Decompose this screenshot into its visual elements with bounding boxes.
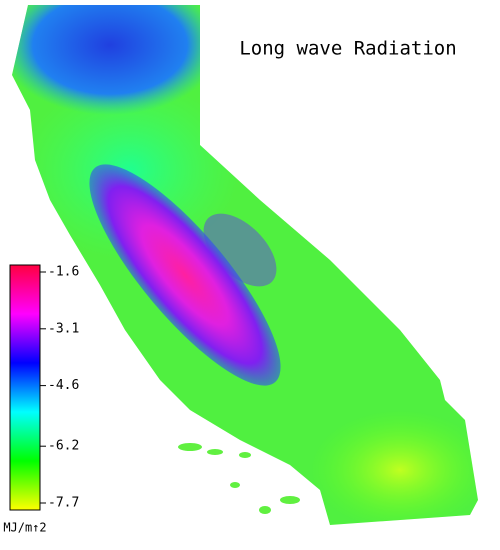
colorbar-tick-label: -3.1 [48,321,79,336]
colorbar-unit: MJ/m↑2 [3,521,46,535]
colorbar-tick-label: -6.2 [48,439,79,454]
colorbar [9,264,41,511]
islands [178,443,300,514]
colorbar-tick-label: -7.7 [48,496,79,511]
map-title: Long wave Radiation [239,38,456,60]
colorbar-tick-label: -4.6 [48,378,79,393]
colorbar-tick-label: -1.6 [48,265,79,280]
